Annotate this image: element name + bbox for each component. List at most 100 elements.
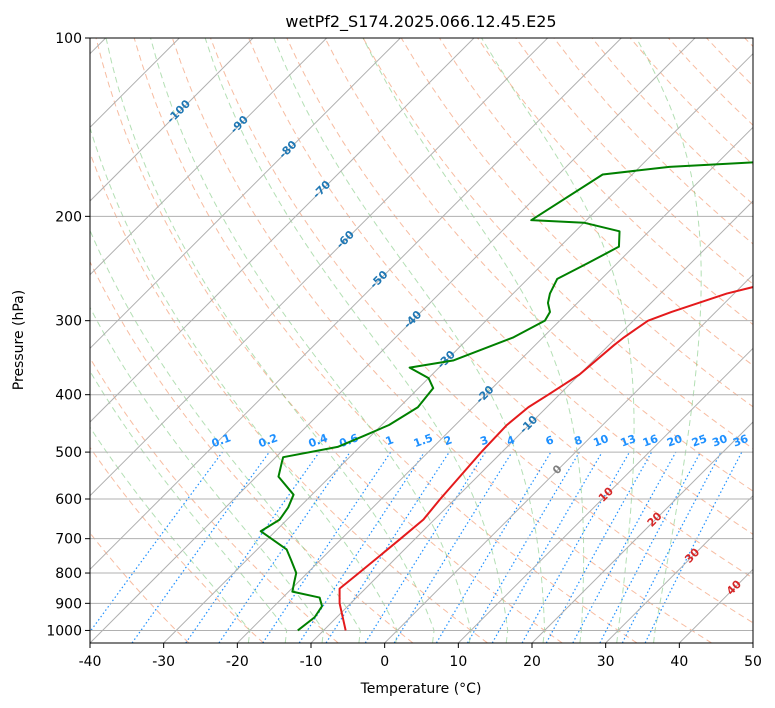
mixing-ratio-line xyxy=(644,451,743,643)
isotherm xyxy=(605,494,753,643)
dry-adiabat xyxy=(90,446,264,643)
moist-adiabat xyxy=(150,38,472,643)
line-labels: -100 -90-80-70-60-50-40-30-20-10010203040… xyxy=(164,97,750,598)
profile-lines xyxy=(259,161,753,632)
mixing-ratio-label: 4 xyxy=(505,433,517,448)
mixing-ratio-line xyxy=(325,451,450,643)
mixing-ratio-line xyxy=(262,451,392,643)
x-tick-label: 10 xyxy=(449,654,467,670)
dry-adiabat xyxy=(90,357,339,643)
isotherm xyxy=(90,38,696,643)
dry-adiabat xyxy=(248,38,753,579)
mixing-ratio-label: 30 xyxy=(710,432,729,450)
mixing-ratio-label: 0.2 xyxy=(257,431,280,450)
mixing-ratio-label: 13 xyxy=(619,432,638,449)
y-tick-label: 900 xyxy=(55,596,82,612)
x-tick-label: 30 xyxy=(597,654,615,670)
isotherm xyxy=(163,52,753,643)
plot-frame xyxy=(89,37,754,644)
background-lines xyxy=(90,38,753,643)
mixing-ratio-label: 36 xyxy=(731,432,750,450)
dry-adiabat xyxy=(744,38,753,48)
moist-adiabat xyxy=(90,229,361,643)
temperature-profile xyxy=(338,286,753,631)
dry-adiabat xyxy=(90,260,414,643)
isotherm xyxy=(90,38,254,202)
dry-adiabat xyxy=(286,38,753,535)
mixing-ratio-line xyxy=(435,451,552,643)
mixing-ratio-label: 8 xyxy=(572,433,584,448)
dry-adiabat xyxy=(133,38,638,643)
dry-adiabat xyxy=(90,151,488,643)
x-tick-label: -10 xyxy=(300,654,323,670)
dry-adiabat xyxy=(706,38,753,87)
x-axis-label: Temperature (°C) xyxy=(360,681,482,697)
mixing-ratio-line xyxy=(521,451,631,643)
isotherm xyxy=(90,38,549,497)
moist-adiabat xyxy=(90,126,398,643)
y-tick-label: 600 xyxy=(55,492,82,508)
mixing-ratio-line xyxy=(545,451,653,643)
isotherm xyxy=(90,38,328,276)
moist-adiabat xyxy=(90,426,251,643)
dry-adiabat xyxy=(553,38,753,245)
isotherm xyxy=(531,421,753,643)
isotherm xyxy=(90,38,475,423)
dry-adiabat xyxy=(95,38,563,643)
dry-adiabat xyxy=(515,38,753,285)
isotherm-label: 10 xyxy=(596,484,616,504)
mixing-ratio-line xyxy=(599,451,702,643)
y-tick-label: 500 xyxy=(55,445,82,461)
x-tick-label: -20 xyxy=(226,654,249,670)
mixing-ratio-label: 20 xyxy=(665,432,684,450)
mixing-ratio-line xyxy=(466,451,580,643)
isotherm xyxy=(90,38,401,350)
moist-adiabat xyxy=(481,38,635,643)
moist-adiabat xyxy=(273,38,546,643)
mixing-ratio-label: 25 xyxy=(690,432,709,449)
moist-adiabat xyxy=(90,306,325,643)
isotherm xyxy=(384,273,753,643)
dry-adiabat xyxy=(210,38,753,624)
y-axis-label: Pressure (hPa) xyxy=(11,290,27,390)
dewpoint-profile xyxy=(259,161,753,632)
mixing-ratio-line xyxy=(572,451,677,643)
mixing-ratio-line xyxy=(90,451,223,633)
mixing-ratio-line xyxy=(364,451,486,643)
y-tick-label: 400 xyxy=(55,388,82,404)
moist-adiabat xyxy=(90,370,288,643)
moist-adiabat xyxy=(635,38,702,643)
y-tick-label: 800 xyxy=(55,566,82,582)
mixing-ratio-line xyxy=(218,451,351,643)
mixing-ratio-line xyxy=(185,451,320,643)
mixing-ratio-line xyxy=(131,451,270,643)
mixing-ratio-label: 1.5 xyxy=(412,431,435,450)
isotherm-label: -80 xyxy=(276,138,299,161)
pressure-grid xyxy=(90,38,753,631)
isotherm-label: -20 xyxy=(473,383,496,406)
x-tick-label: -30 xyxy=(152,654,175,670)
isotherm xyxy=(236,126,753,643)
mixing-ratio-line xyxy=(393,451,513,643)
dry-adiabat xyxy=(90,532,190,643)
axes: -40 -30 -20 -10 0 10 20 30 40 50 1000 900 800 700 600 5… xyxy=(46,31,762,670)
dry-adiabat xyxy=(668,38,753,126)
mixing-ratio-label: 6 xyxy=(544,433,556,448)
x-tick-label: 40 xyxy=(670,654,688,670)
x-tick-label: 20 xyxy=(523,654,541,670)
y-tick-label: 700 xyxy=(55,532,82,548)
mixing-ratio-label: 16 xyxy=(641,432,660,450)
y-tick-label: 300 xyxy=(55,314,82,330)
mixing-ratio-label: 3 xyxy=(478,433,490,448)
dry-adiabat xyxy=(171,38,712,643)
chart-title: wetPf2_S174.2025.066.12.45.E25 xyxy=(285,12,556,32)
isotherm xyxy=(752,642,753,643)
mixing-ratio-line xyxy=(298,451,425,643)
mixing-ratio-label: 0.6 xyxy=(338,431,361,450)
isotherm-label: 40 xyxy=(724,577,744,597)
y-tick-label: 100 xyxy=(55,31,82,47)
isotherm xyxy=(90,38,622,571)
dry-adiabat xyxy=(324,38,753,492)
